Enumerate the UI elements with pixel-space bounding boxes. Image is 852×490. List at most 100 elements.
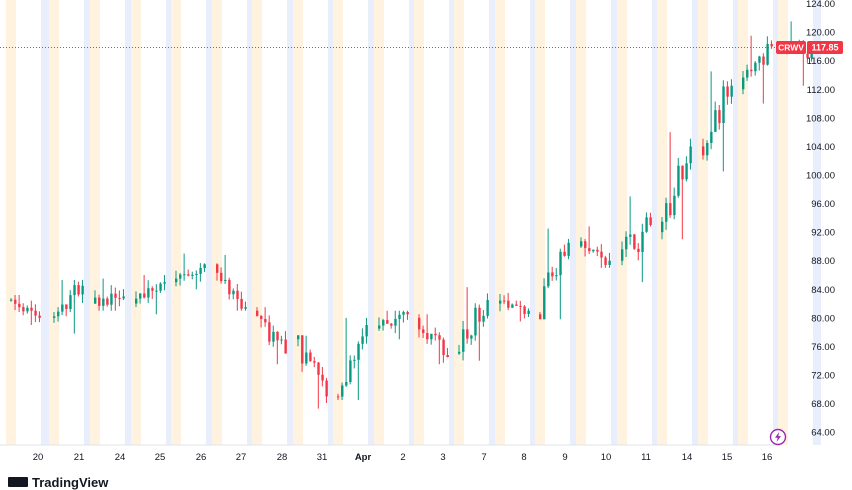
candle-body — [390, 323, 393, 326]
candle-body — [94, 297, 97, 304]
candle-body — [268, 322, 271, 342]
candle-body — [98, 297, 101, 306]
candle-body — [240, 298, 243, 309]
candle-body — [625, 236, 628, 250]
premarket-band — [698, 0, 708, 445]
y-tick-label: 120.00 — [806, 28, 835, 39]
candle-body — [18, 303, 21, 308]
candle-body — [588, 248, 591, 252]
x-tick-label: 27 — [236, 452, 247, 463]
candle-body — [349, 360, 352, 382]
candle-body — [143, 293, 146, 298]
candle-body — [442, 339, 445, 355]
candle-body — [629, 234, 632, 237]
candle-body — [272, 331, 275, 342]
candle-body — [276, 331, 279, 341]
candle-body — [592, 249, 595, 252]
candle-body — [486, 300, 489, 316]
candle-body — [224, 279, 227, 282]
candle-body — [402, 312, 405, 315]
candle-body — [325, 380, 328, 397]
afterhours-band — [489, 0, 497, 445]
candle-body — [297, 335, 300, 340]
x-tick-label: 10 — [601, 452, 612, 463]
afterhours-band — [368, 0, 376, 445]
candle-body — [559, 251, 562, 276]
candle-body — [543, 286, 546, 320]
candle-body — [722, 86, 725, 123]
candle-body — [482, 315, 485, 322]
premarket-band — [171, 0, 181, 445]
candle-body — [418, 317, 421, 330]
y-tick-label: 68.00 — [811, 399, 835, 410]
premarket-band — [333, 0, 343, 445]
last-price-tag-label: 117.85 — [811, 43, 838, 53]
candle-body — [641, 231, 644, 253]
candle-body — [551, 272, 554, 277]
premarket-band — [576, 0, 586, 445]
candle-body — [394, 318, 397, 326]
candle-body — [600, 251, 603, 258]
time-axis: 20 21 24 25 26 27 28 31 Apr 2 3 7 8 9 10 11 14 15 16 — [33, 452, 773, 463]
candle-body — [706, 142, 709, 156]
symbol-tag-label: CRWV — [778, 43, 804, 53]
candle-body — [714, 110, 717, 132]
candle-body — [762, 56, 765, 65]
candle-body — [183, 274, 186, 276]
candle-body — [357, 343, 360, 360]
candle-body — [677, 165, 680, 196]
candle-body — [187, 274, 190, 276]
candle-body — [434, 333, 437, 336]
candle-body — [191, 274, 194, 276]
candle-body — [458, 351, 461, 354]
x-tick-label: 28 — [277, 452, 288, 463]
premarket-band — [617, 0, 627, 445]
x-tick-label: 14 — [682, 452, 693, 463]
candle-body — [57, 311, 60, 317]
y-tick-label: 76.00 — [811, 342, 835, 353]
candle-body — [244, 307, 247, 309]
candle-body — [710, 131, 713, 143]
candle-body — [673, 195, 676, 216]
candle-body — [689, 146, 692, 164]
afterhours-band — [570, 0, 578, 445]
flash-icon[interactable] — [769, 428, 787, 446]
premarket-band — [252, 0, 262, 445]
candle-body — [284, 339, 287, 354]
tradingview-brand: TradingView — [8, 475, 108, 490]
y-tick-label: 64.00 — [811, 428, 835, 439]
afterhours-band — [652, 0, 660, 445]
y-tick-label: 84.00 — [811, 285, 835, 296]
y-tick-label: 88.00 — [811, 256, 835, 267]
x-tick-label: 16 — [762, 452, 773, 463]
candle-body — [361, 336, 364, 344]
y-tick-label: 124.00 — [806, 0, 835, 10]
afterhours-band — [813, 0, 821, 445]
candle-body — [649, 217, 652, 225]
x-tick-label: 2 — [400, 452, 405, 463]
candle-body — [114, 293, 117, 298]
candle-body — [139, 293, 142, 299]
symbol-tag — [776, 41, 806, 54]
candle-body — [38, 315, 41, 318]
candle-body — [563, 251, 566, 256]
candle-body — [309, 352, 312, 362]
x-tick-label: 3 — [440, 452, 445, 463]
candles — [10, 21, 813, 409]
premarket-band — [212, 0, 222, 445]
candle-body — [102, 298, 105, 306]
y-tick-label: 116.00 — [807, 56, 835, 67]
candle-body — [106, 298, 109, 305]
candle-body — [155, 290, 158, 292]
candle-body — [547, 272, 550, 287]
candle-body — [305, 352, 308, 364]
premarket-band — [778, 0, 788, 445]
candle-body — [499, 300, 502, 304]
candle-body — [422, 329, 425, 334]
candle-body — [365, 325, 368, 337]
afterhours-band — [166, 0, 174, 445]
candle-body — [621, 249, 624, 261]
premarket-band — [6, 0, 16, 445]
candle-body — [382, 320, 385, 326]
y-tick-label: 112.00 — [807, 85, 835, 96]
